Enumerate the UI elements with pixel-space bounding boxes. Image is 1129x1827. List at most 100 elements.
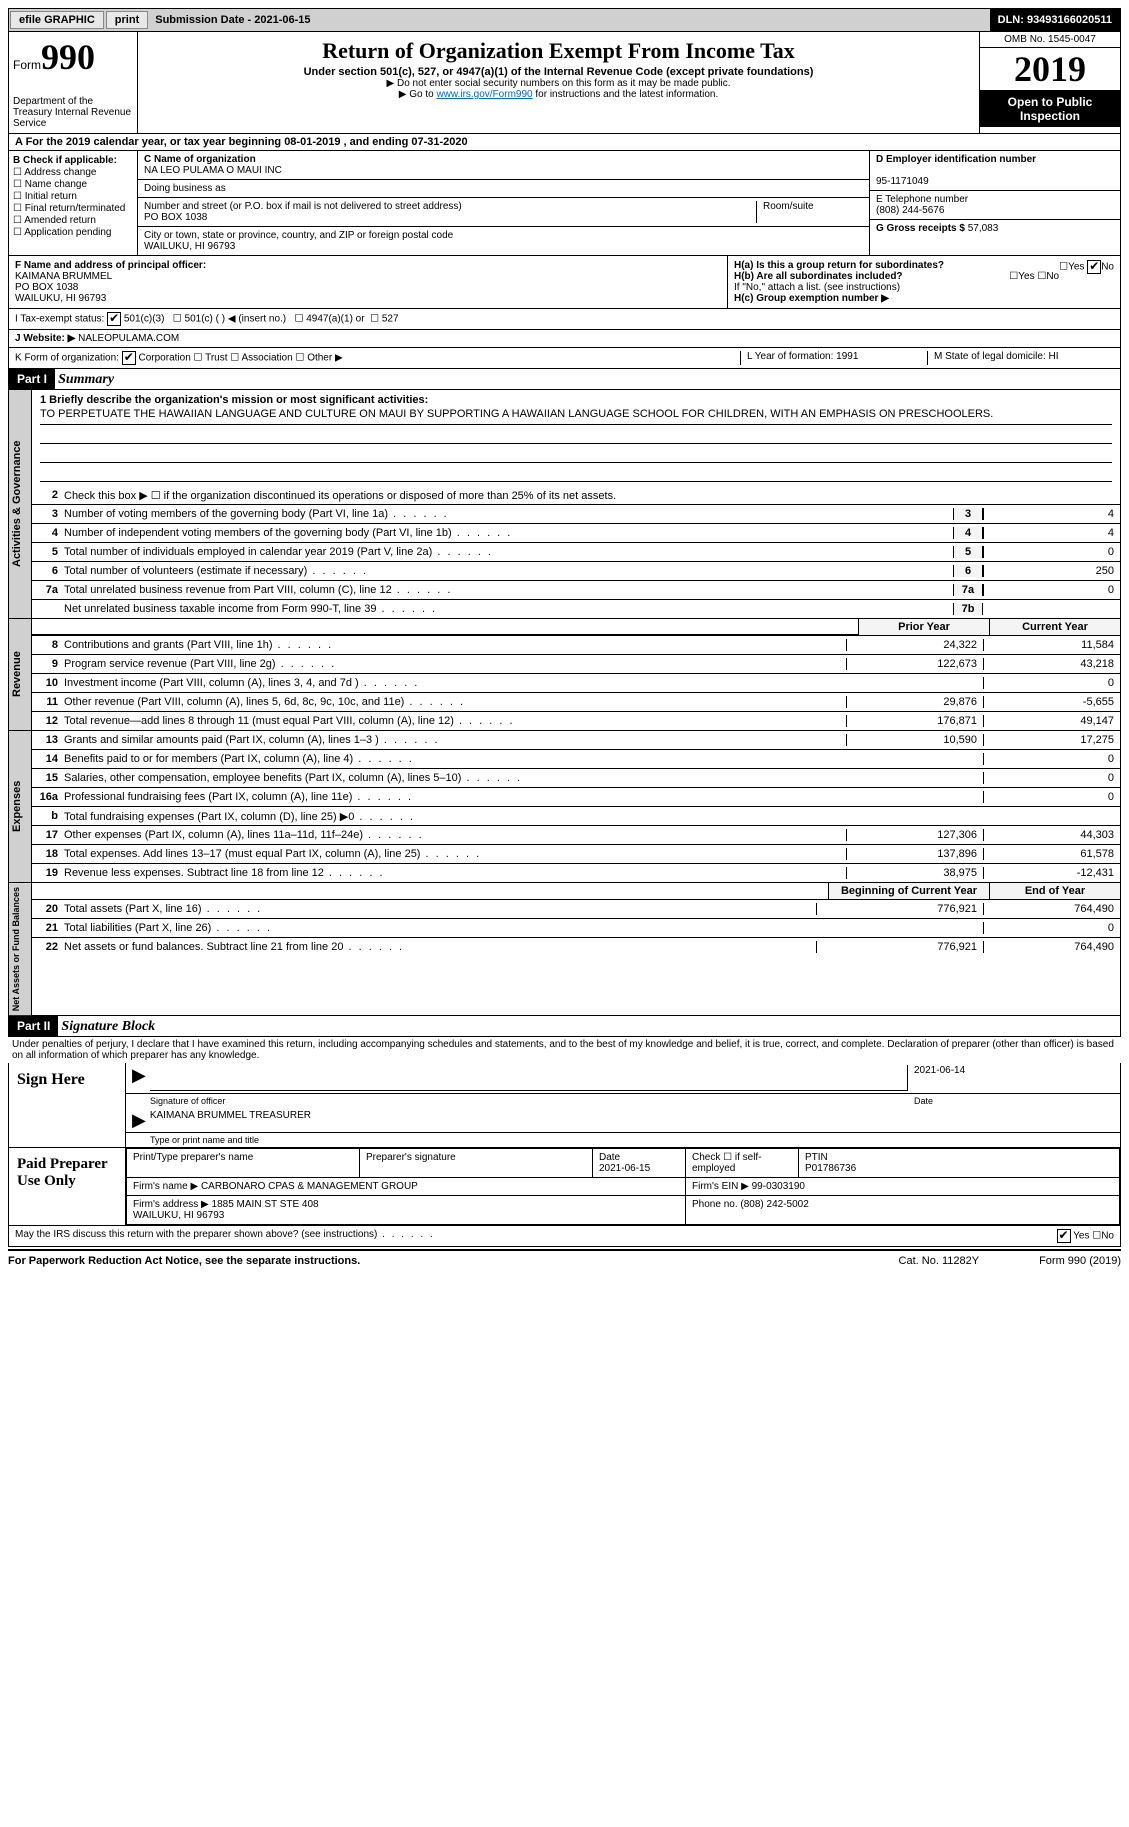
form-number: 990 [41,37,95,77]
data-line: 19Revenue less expenses. Subtract line 1… [32,864,1120,882]
discuss-row: May the IRS discuss this return with the… [8,1226,1121,1247]
top-toolbar: efile GRAPHIC print Submission Date - 20… [8,8,1121,32]
form-subtitle: Under section 501(c), 527, or 4947(a)(1)… [142,66,975,78]
data-line: 12Total revenue—add lines 8 through 11 (… [32,712,1120,730]
ha-label: H(a) Is this a group return for subordin… [734,260,944,271]
chk-pending[interactable]: ☐ Application pending [13,227,133,238]
form-header: Form990 Department of the Treasury Inter… [8,32,1121,134]
expenses-tab: Expenses [9,731,32,882]
netassets-section: Net Assets or Fund Balances Beginning of… [8,883,1121,1016]
year-formation: L Year of formation: 1991 [740,351,927,365]
netassets-tab: Net Assets or Fund Balances [9,883,32,1015]
current-year-header: Current Year [989,619,1120,635]
revenue-tab: Revenue [9,619,32,730]
part2-title: Signature Block [61,1019,155,1034]
form-title: Return of Organization Exempt From Incom… [142,38,975,64]
form-word: Form [13,58,41,72]
submission-date: Submission Date - 2021-06-15 [149,14,316,26]
prep-date: 2021-06-15 [599,1163,650,1174]
part2-badge: Part II [9,1016,58,1036]
chk-amended[interactable]: ☐ Amended return [13,215,133,226]
gov-line: Net unrelated business taxable income fr… [32,600,1120,618]
gov-line: 7aTotal unrelated business revenue from … [32,581,1120,600]
chk-address-change[interactable]: ☐ Address change [13,167,133,178]
data-line: 21Total liabilities (Part X, line 26)0 [32,919,1120,938]
mission-text: TO PERPETUATE THE HAWAIIAN LANGUAGE AND … [40,406,1112,425]
self-employed-check: Check ☐ if self-employed [686,1149,799,1178]
data-line: 16aProfessional fundraising fees (Part I… [32,788,1120,807]
addr-label: Number and street (or P.O. box if mail i… [144,201,462,212]
org-name-label: C Name of organization [144,154,256,165]
sign-here-block: Sign Here ▶ 2021-06-14 Signature of offi… [8,1063,1121,1148]
expenses-section: Expenses 13Grants and similar amounts pa… [8,731,1121,883]
row-j: J Website: ▶ NALEOPULAMA.COM [8,330,1121,348]
data-line: 15Salaries, other compensation, employee… [32,769,1120,788]
row-i: I Tax-exempt status: 501(c)(3) ☐ 501(c) … [8,309,1121,330]
efile-button[interactable]: efile GRAPHIC [10,11,104,29]
data-line: 8Contributions and grants (Part VIII, li… [32,636,1120,655]
city-label: City or town, state or province, country… [144,230,453,241]
room-suite-label: Room/suite [756,201,863,223]
chk-501c3 [107,312,121,326]
ha-no-check [1087,260,1101,274]
ptin-value: P01786736 [805,1163,856,1174]
part2-header-row: Part II Signature Block [8,1016,1121,1037]
gross-receipts-label: G Gross receipts $ [876,223,965,234]
row-f-h: F Name and address of principal officer:… [8,256,1121,309]
cat-no: Cat. No. 11282Y [899,1255,980,1267]
date-label: Date [914,1096,1114,1106]
type-name-label: Type or print name and title [150,1135,259,1145]
part1-title: Summary [58,372,114,387]
hc-label: H(c) Group exemption number ▶ [734,293,889,304]
chk-initial-return[interactable]: ☐ Initial return [13,191,133,202]
firm-ein: 99-0303190 [752,1181,805,1192]
form-footer-label: Form 990 (2019) [1039,1255,1121,1267]
ein-value: 95-1171049 [876,176,929,187]
hb-note: If "No," attach a list. (see instruction… [734,282,1114,293]
phone-label: E Telephone number [876,194,968,205]
mission-label: 1 Briefly describe the organization's mi… [40,394,428,406]
tax-year: 2019 [980,48,1120,91]
paid-preparer-block: Paid Preparer Use Only Print/Type prepar… [8,1148,1121,1226]
print-button[interactable]: print [106,11,148,29]
line2-text: Check this box ▶ ☐ if the organization d… [64,487,1120,504]
data-line: 17Other expenses (Part IX, column (A), l… [32,826,1120,845]
chk-final-return[interactable]: ☐ Final return/terminated [13,203,133,214]
entity-block: B Check if applicable: ☐ Address change … [8,151,1121,256]
data-line: 11Other revenue (Part VIII, column (A), … [32,693,1120,712]
box-b-title: B Check if applicable: [13,155,117,166]
gov-line: 4Number of independent voting members of… [32,524,1120,543]
sig-officer-label: Signature of officer [150,1096,914,1106]
revenue-section: Revenue Prior YearCurrent Year 8Contribu… [8,619,1121,731]
governance-tab: Activities & Governance [9,390,32,618]
chk-corporation [122,351,136,365]
state-domicile: M State of legal domicile: HI [927,351,1114,365]
eoy-header: End of Year [989,883,1120,899]
phone-value: (808) 244-5676 [876,205,944,216]
row-a-period: A For the 2019 calendar year, or tax yea… [8,134,1121,151]
irs-link[interactable]: www.irs.gov/Form990 [436,89,532,100]
bcy-header: Beginning of Current Year [828,883,989,899]
data-line: 10Investment income (Part VIII, column (… [32,674,1120,693]
org-address: PO BOX 1038 [144,212,207,223]
paid-preparer-label: Paid Preparer Use Only [9,1148,125,1225]
gross-receipts-value: 57,083 [968,223,999,234]
prep-name-header: Print/Type preparer's name [127,1149,360,1178]
firm-phone: (808) 242-5002 [740,1199,808,1210]
sign-here-label: Sign Here [9,1063,125,1147]
prior-year-header: Prior Year [858,619,989,635]
firm-name: CARBONARO CPAS & MANAGEMENT GROUP [201,1181,418,1192]
data-line: 18Total expenses. Add lines 13–17 (must … [32,845,1120,864]
prep-sig-header: Preparer's signature [360,1149,593,1178]
row-k-lm: K Form of organization: Corporation ☐ Tr… [8,348,1121,369]
note-ssn: ▶ Do not enter social security numbers o… [142,78,975,89]
data-line: 14Benefits paid to or for members (Part … [32,750,1120,769]
omb-number: OMB No. 1545-0047 [980,32,1120,48]
discuss-yes-check [1057,1229,1071,1243]
website-value: NALEOPULAMA.COM [78,333,179,344]
chk-name-change[interactable]: ☐ Name change [13,179,133,190]
gov-line: 6Total number of volunteers (estimate if… [32,562,1120,581]
hb-label: H(b) Are all subordinates included? [734,271,903,282]
sign-date: 2021-06-14 [907,1065,1114,1091]
data-line: 22Net assets or fund balances. Subtract … [32,938,1120,956]
